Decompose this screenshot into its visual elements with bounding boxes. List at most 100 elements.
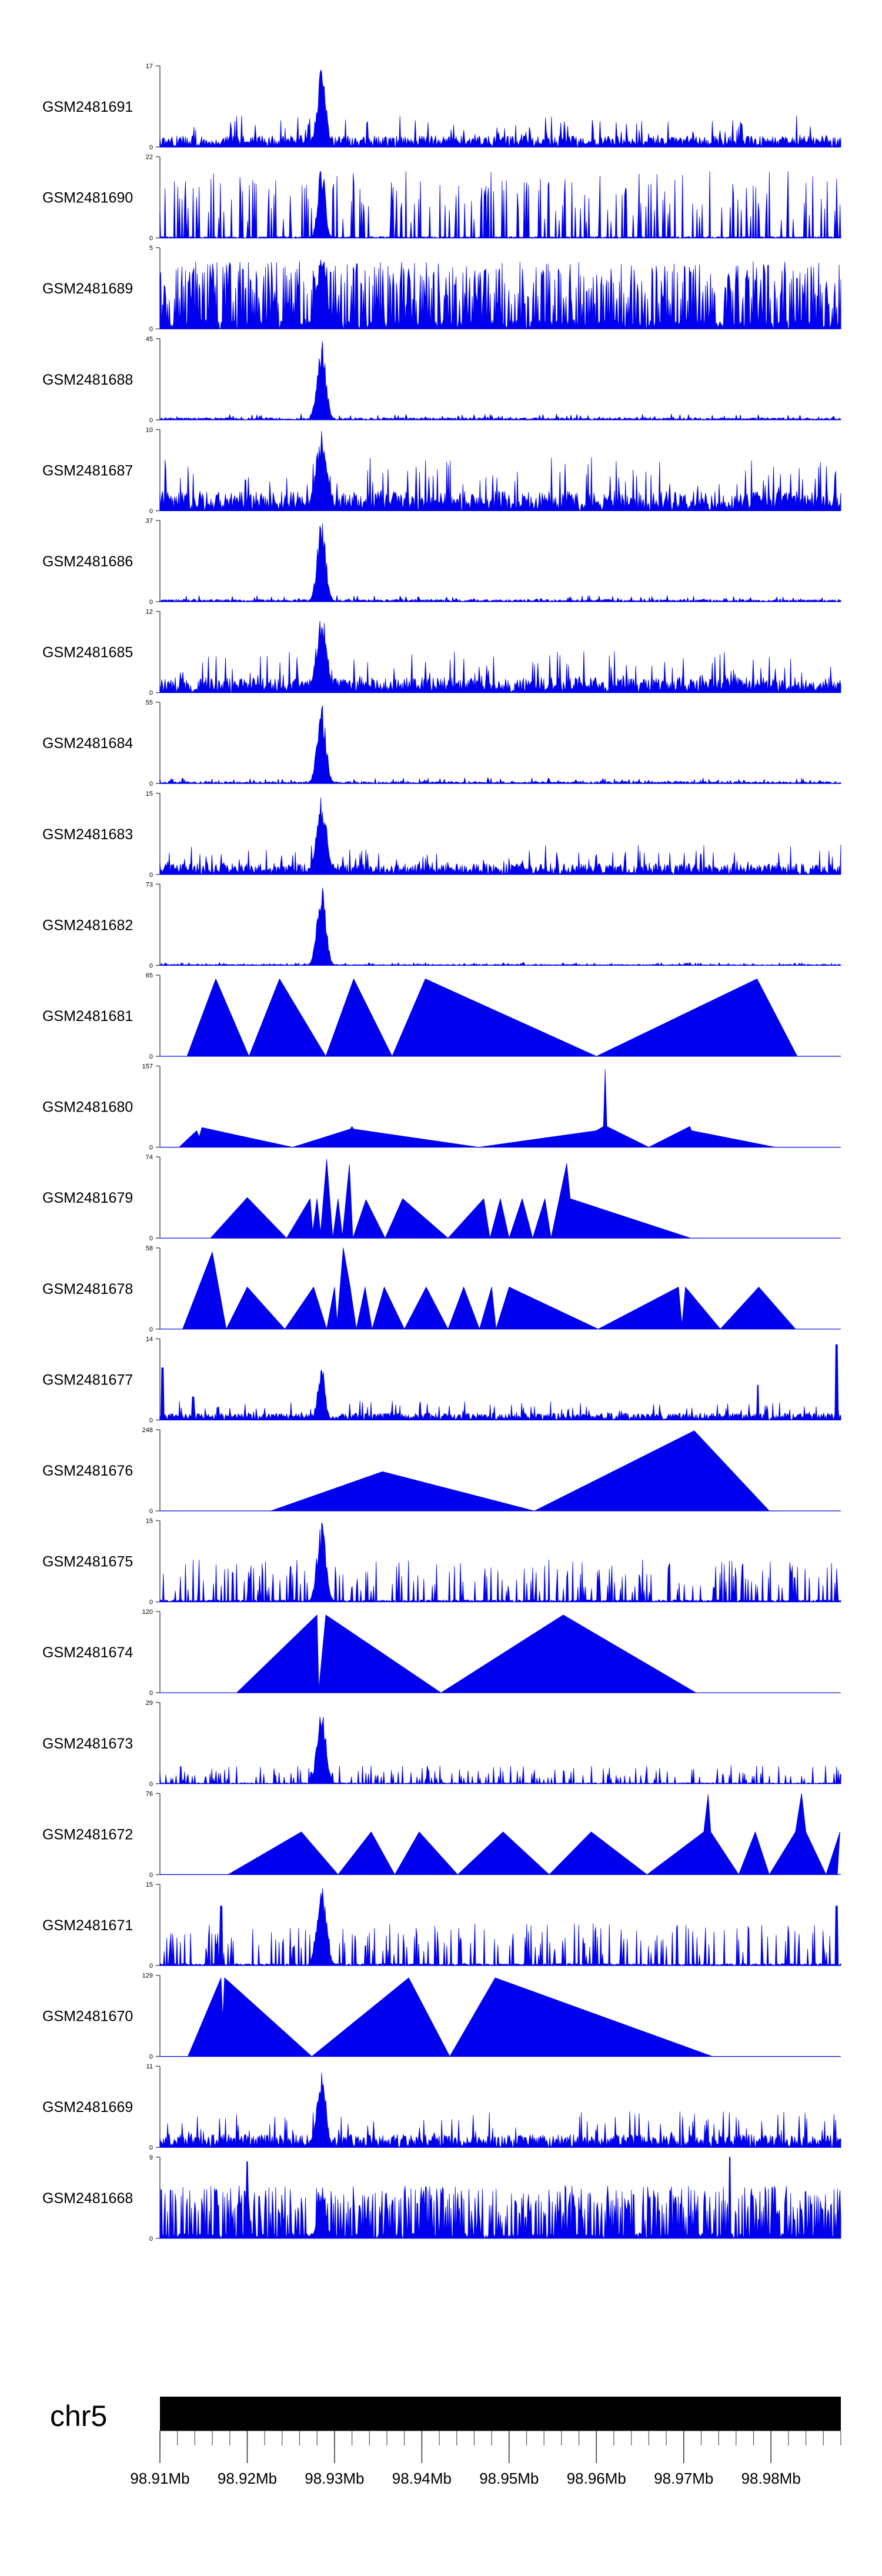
track-GSM2481670: GSM2481670 129 0 [42, 1973, 841, 2061]
track-GSM2481682: GSM2481682 73 0 [42, 881, 841, 969]
y-max-label: 15 [146, 790, 153, 798]
track-label: GSM2481678 [42, 1281, 133, 1297]
y-min-label: 0 [149, 1326, 153, 1333]
x-tick-label: 98.98Mb [741, 2470, 801, 2487]
y-max-label: 14 [146, 1336, 153, 1343]
y-min-label: 0 [149, 1235, 153, 1242]
y-min-label: 0 [149, 1144, 153, 1152]
y-min-label: 0 [149, 1871, 153, 1878]
y-min-label: 0 [149, 872, 153, 879]
signal-area [182, 1247, 796, 1330]
track-GSM2481674: GSM2481674 120 0 [42, 1609, 841, 1697]
track-label: GSM2481671 [42, 1917, 133, 1934]
track-label: GSM2481685 [42, 645, 133, 661]
track-label: GSM2481686 [42, 553, 133, 570]
track-GSM2481678: GSM2481678 58 0 [42, 1245, 841, 1333]
track-GSM2481689: GSM2481689 5 0 [42, 245, 841, 333]
y-min-label: 0 [149, 144, 153, 151]
y-min-label: 0 [149, 1963, 153, 1970]
track-label: GSM2481677 [42, 1372, 133, 1388]
signal-area [270, 1430, 770, 1511]
y-max-label: 76 [146, 1790, 153, 1797]
y-max-label: 17 [146, 63, 153, 70]
y-max-label: 29 [146, 1700, 153, 1707]
y-min-label: 0 [149, 690, 153, 697]
y-min-label: 0 [149, 780, 153, 788]
signal-area [236, 1614, 696, 1693]
y-min-label: 0 [149, 508, 153, 515]
track-label: GSM2481675 [42, 1554, 133, 1570]
track-GSM2481676: GSM2481676 248 0 [42, 1427, 841, 1515]
y-min-label: 0 [149, 1690, 153, 1697]
track-label: GSM2481669 [42, 2099, 133, 2115]
genome-axis-ticks: 98.91Mb 98.92Mb 98.93Mb 98.94Mb 98.95Mb 98.96… [130, 2430, 841, 2487]
y-min-label: 0 [149, 326, 153, 333]
signal-area [159, 1344, 841, 1420]
y-min-label: 0 [149, 2235, 153, 2243]
signal-area [228, 1793, 840, 1875]
track-GSM2481671: GSM2481671 15 0 [42, 1881, 841, 1970]
y-max-label: 12 [146, 609, 153, 616]
y-max-label: 9 [149, 2154, 153, 2161]
signal-area [159, 887, 841, 966]
signal-area [188, 1977, 713, 2057]
signal-area [159, 1716, 841, 1784]
y-min-label: 0 [149, 1781, 153, 1788]
track-GSM2481677: GSM2481677 14 0 [42, 1336, 841, 1424]
track-label: GSM2481681 [42, 1008, 133, 1025]
x-tick-label: 98.91Mb [130, 2470, 189, 2487]
x-tick-label: 98.97Mb [654, 2470, 713, 2487]
y-max-label: 37 [146, 518, 153, 525]
y-max-label: 10 [146, 426, 153, 433]
chromosome-label: chr5 [50, 2400, 107, 2432]
track-GSM2481679: GSM2481679 74 0 [42, 1154, 841, 1242]
y-min-label: 0 [149, 417, 153, 424]
track-label: GSM2481674 [42, 1644, 133, 1661]
track-GSM2481683: GSM2481683 15 0 [42, 790, 841, 879]
y-max-label: 248 [142, 1427, 153, 1434]
y-max-label: 15 [146, 1518, 153, 1525]
y-max-label: 129 [142, 1973, 153, 1980]
y-min-label: 0 [149, 1508, 153, 1515]
x-tick-label: 98.92Mb [218, 2470, 277, 2487]
x-tick-label: 98.96Mb [567, 2470, 626, 2487]
track-label: GSM2481673 [42, 1736, 133, 1752]
signal-area [159, 69, 841, 148]
y-max-label: 120 [142, 1609, 153, 1616]
track-GSM2481688: GSM2481688 45 0 [42, 336, 841, 424]
track-label: GSM2481691 [42, 99, 133, 115]
track-GSM2481669: GSM2481669 11 0 [42, 2063, 841, 2151]
track-label: GSM2481668 [42, 2190, 133, 2207]
y-max-label: 15 [146, 1881, 153, 1888]
signal-area [159, 2157, 841, 2239]
track-label: GSM2481688 [42, 372, 133, 388]
y-min-label: 0 [149, 235, 153, 242]
track-label: GSM2481679 [42, 1190, 133, 1206]
track-GSM2481686: GSM2481686 37 0 [42, 518, 841, 606]
track-label: GSM2481672 [42, 1826, 133, 1843]
chromosome-ideogram-bar [160, 2397, 841, 2431]
track-GSM2481673: GSM2481673 29 0 [42, 1700, 841, 1788]
signal-area [159, 341, 841, 421]
y-max-label: 58 [146, 1245, 153, 1252]
x-tick-label: 98.94Mb [392, 2470, 452, 2487]
track-GSM2481668: GSM2481668 9 0 [42, 2154, 841, 2243]
y-max-label: 157 [142, 1063, 153, 1070]
y-max-label: 73 [146, 881, 153, 888]
signal-area [159, 431, 841, 511]
y-max-label: 22 [146, 154, 153, 161]
x-tick-label: 98.93Mb [305, 2470, 364, 2487]
signal-area [159, 797, 841, 875]
y-max-label: 65 [146, 972, 153, 979]
track-GSM2481685: GSM2481685 12 0 [42, 609, 841, 697]
track-label: GSM2481676 [42, 1463, 133, 1479]
y-max-label: 45 [146, 336, 153, 343]
track-GSM2481672: GSM2481672 76 0 [42, 1790, 841, 1878]
track-GSM2481680: GSM2481680 157 0 [42, 1063, 841, 1152]
y-min-label: 0 [149, 599, 153, 606]
track-label: GSM2481670 [42, 2008, 133, 2025]
x-tick-label: 98.95Mb [479, 2470, 539, 2487]
track-GSM2481691: GSM2481691 17 0 [42, 63, 841, 151]
track-label: GSM2481680 [42, 1099, 133, 1116]
